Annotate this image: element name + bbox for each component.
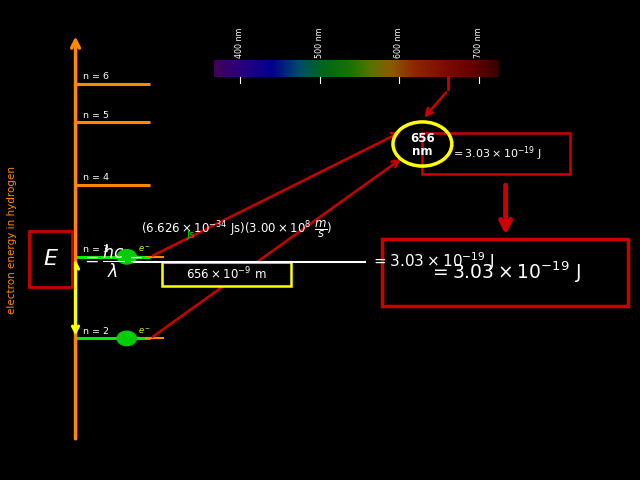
Text: $= 3.03 \times 10^{-19}$ J: $= 3.03 \times 10^{-19}$ J — [451, 144, 541, 163]
Text: 700 nm: 700 nm — [474, 27, 483, 58]
Text: n = 4: n = 4 — [83, 173, 109, 182]
FancyBboxPatch shape — [382, 239, 628, 306]
Text: 600 nm: 600 nm — [394, 27, 403, 58]
Text: Js: Js — [186, 230, 195, 240]
Circle shape — [117, 250, 136, 264]
Text: electron energy in hydrogen: electron energy in hydrogen — [6, 166, 17, 314]
Text: n = 2: n = 2 — [83, 326, 109, 336]
Text: 500 nm: 500 nm — [316, 27, 324, 58]
Text: n = 5: n = 5 — [83, 110, 109, 120]
Text: $e^-$: $e^-$ — [138, 326, 151, 336]
Text: $= \dfrac{hc}{\lambda} =$: $= \dfrac{hc}{\lambda} =$ — [81, 243, 143, 280]
Text: 656: 656 — [410, 132, 435, 145]
Text: $(6.626 \times 10^{-34}\ $Js$)(3.00 \times 10^{8}\ \dfrac{m}{s})$: $(6.626 \times 10^{-34}\ $Js$)(3.00 \tim… — [141, 218, 333, 240]
Text: nm: nm — [412, 145, 433, 158]
Text: $e^-$: $e^-$ — [138, 244, 151, 254]
Text: $= 3.03 \times 10^{-19}$ J: $= 3.03 \times 10^{-19}$ J — [429, 260, 581, 285]
Text: E: E — [44, 249, 58, 269]
FancyBboxPatch shape — [422, 133, 570, 174]
Text: $= 3.03 \times 10^{-19}$ J: $= 3.03 \times 10^{-19}$ J — [371, 251, 495, 273]
Text: 400 nm: 400 nm — [236, 27, 244, 58]
Circle shape — [117, 331, 136, 346]
Text: n = 6: n = 6 — [83, 72, 109, 81]
Text: $656 \times 10^{-9}$ m: $656 \times 10^{-9}$ m — [186, 265, 267, 282]
FancyBboxPatch shape — [162, 262, 291, 286]
Text: n = 3: n = 3 — [83, 245, 109, 254]
FancyBboxPatch shape — [29, 231, 72, 287]
